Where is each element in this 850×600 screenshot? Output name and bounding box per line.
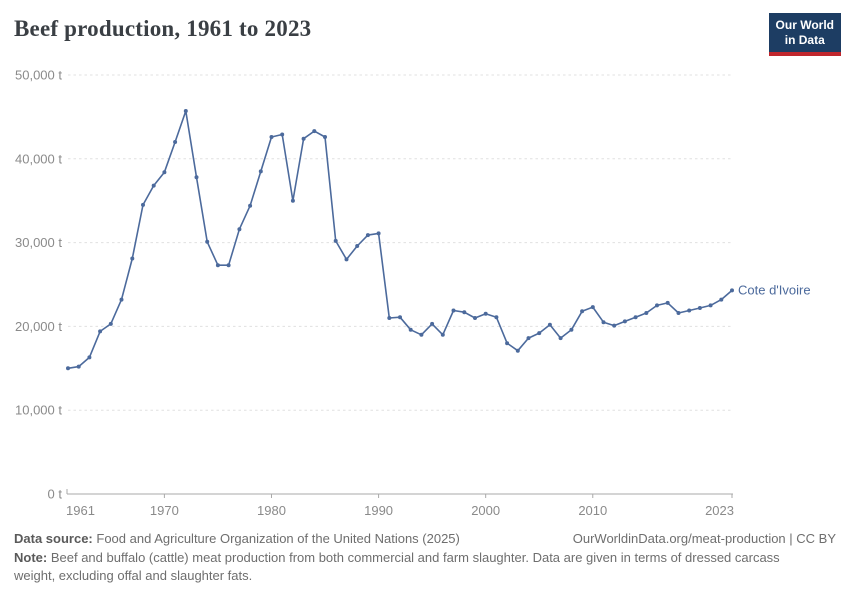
data-point <box>537 331 542 336</box>
data-point <box>333 238 338 243</box>
data-point <box>601 320 606 325</box>
data-point <box>494 315 499 320</box>
data-point <box>141 202 145 207</box>
data-point <box>719 297 724 302</box>
x-tick-label: 2010 <box>578 503 607 518</box>
data-point <box>473 316 477 320</box>
chart-footer: Data source: Food and Agriculture Organi… <box>14 530 836 586</box>
data-point <box>580 309 585 314</box>
data-point <box>162 170 167 175</box>
data-point <box>590 305 595 310</box>
x-tick-label: 1980 <box>257 503 286 518</box>
data-point <box>280 132 285 137</box>
data-source-line: Data source: Food and Agriculture Organi… <box>14 530 460 548</box>
data-point <box>76 364 81 369</box>
data-point <box>676 311 681 315</box>
data-point <box>215 263 220 268</box>
data-point <box>194 175 199 180</box>
data-point <box>301 136 306 141</box>
data-point <box>183 109 188 113</box>
y-tick-label: 20,000 t <box>15 319 62 334</box>
data-point <box>644 311 649 315</box>
data-point <box>290 198 295 203</box>
owid-logo-line1: Our World <box>775 18 834 32</box>
data-point <box>130 256 135 261</box>
y-tick-label: 0 t <box>48 487 63 502</box>
data-point <box>440 332 445 337</box>
data-point <box>312 129 317 134</box>
owid-url-license: OurWorldinData.org/meat-production | CC … <box>572 531 836 546</box>
data-point <box>612 323 617 328</box>
data-source-text: Food and Agriculture Organization of the… <box>96 531 460 546</box>
data-point <box>226 263 231 268</box>
data-point <box>697 306 702 310</box>
data-point <box>462 310 467 315</box>
data-point <box>323 135 327 139</box>
data-point <box>633 315 638 320</box>
data-point <box>398 315 402 320</box>
y-tick-label: 10,000 t <box>15 403 62 418</box>
data-point <box>708 303 713 308</box>
x-tick-label: 2000 <box>471 503 500 518</box>
x-tick-label: 1990 <box>364 503 393 518</box>
data-source-label: Data source: <box>14 531 93 546</box>
data-point <box>655 303 659 308</box>
page-title: Beef production, 1961 to 2023 <box>14 16 312 41</box>
data-point <box>87 355 92 360</box>
data-point <box>665 300 670 305</box>
data-point <box>687 308 692 313</box>
data-point <box>483 311 488 316</box>
data-point <box>173 140 178 144</box>
data-point <box>387 316 392 320</box>
data-point <box>515 348 520 353</box>
data-point <box>205 239 210 244</box>
y-tick-label: 30,000 t <box>15 235 62 250</box>
data-point <box>408 327 413 332</box>
owid-logo-line2: in Data <box>784 33 825 47</box>
data-point <box>430 321 435 326</box>
note-label: Note: <box>14 550 48 566</box>
x-tick-label: 2023 <box>705 503 734 518</box>
series-line <box>67 110 733 370</box>
note-line: Note: Beef and buffalo (cattle) meat pro… <box>14 549 820 585</box>
data-point <box>237 227 242 232</box>
series-entity-label: Cote d'Ivoire <box>738 282 811 297</box>
data-point <box>66 366 70 371</box>
data-point <box>108 321 113 326</box>
data-point <box>355 244 360 248</box>
data-point <box>248 203 253 208</box>
data-point <box>622 319 627 324</box>
data-point <box>258 169 263 174</box>
data-point <box>526 336 531 341</box>
x-tick-label: 1970 <box>150 503 179 518</box>
data-point <box>569 327 574 332</box>
y-tick-label: 50,000 t <box>15 68 62 83</box>
line-chart: 0 t 10,000 t 20,000 t 30,000 t 40,000 t 50,00… <box>15 68 811 519</box>
data-point <box>547 322 552 327</box>
owid-logo: Our World in Data <box>768 13 841 56</box>
data-point <box>419 332 424 337</box>
data-point <box>365 233 370 238</box>
data-point <box>119 297 124 302</box>
data-point <box>98 329 103 334</box>
data-point <box>505 341 510 346</box>
y-tick-label: 40,000 t <box>15 151 62 166</box>
data-point <box>151 183 156 188</box>
data-point <box>558 336 563 341</box>
note-text: Beef and buffalo (cattle) meat productio… <box>14 550 780 584</box>
data-point <box>344 257 349 262</box>
data-point <box>376 231 381 236</box>
data-point <box>269 135 274 139</box>
x-tick-label: 1961 <box>66 503 95 518</box>
data-point <box>451 308 456 313</box>
data-point <box>730 288 734 293</box>
